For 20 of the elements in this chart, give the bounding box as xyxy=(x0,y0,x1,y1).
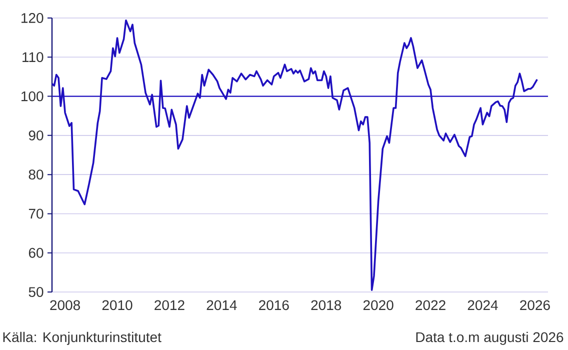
y-tick-label: 70 xyxy=(28,208,44,219)
x-tick-label: 2026 xyxy=(520,300,550,310)
y-tick-label: 80 xyxy=(28,170,44,180)
x-tick-label: 2014 xyxy=(206,300,237,310)
text: Data t.o.m augusti 2026 xyxy=(416,332,564,345)
x-tick-label: 2022 xyxy=(416,300,446,310)
y-tick-label: 50 xyxy=(28,287,44,297)
y-tick-label: 60 xyxy=(28,248,44,258)
y-tick-label: 90 xyxy=(28,130,44,140)
y-tick-label: 100 xyxy=(22,91,44,102)
x-tick-label: 2012 xyxy=(154,300,184,310)
y-tick-label: 110 xyxy=(22,52,44,62)
x-tick-label: 2008 xyxy=(50,300,80,310)
x-tick-label: 2016 xyxy=(259,300,289,310)
x-tick-label: 2010 xyxy=(102,300,132,310)
text: Källa: Konjunkturinstitutet xyxy=(3,332,162,345)
x-tick-label: 2024 xyxy=(468,300,498,310)
y-tick-label: 120 xyxy=(22,13,44,23)
x-tick-label: 2020 xyxy=(363,300,394,310)
x-tick-label: 2018 xyxy=(311,300,342,310)
